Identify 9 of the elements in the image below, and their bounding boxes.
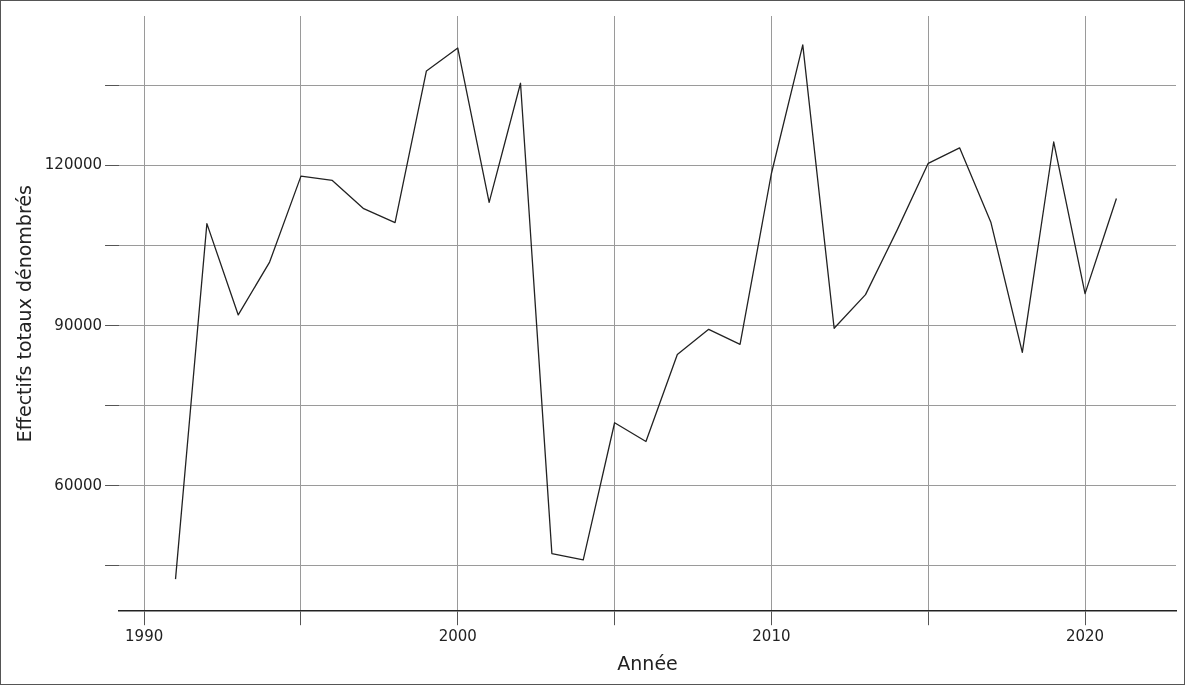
- y-tick-label: 60000: [54, 475, 103, 494]
- x-tick-label: 1990: [125, 627, 164, 646]
- x-tick-label: 2010: [752, 627, 791, 646]
- x-axis-title: Année: [617, 651, 678, 674]
- x-tick-label: 2020: [1065, 627, 1105, 646]
- y-axis-title: Effectifs totaux dénombrés: [13, 185, 36, 443]
- x-tick-label: 2000: [438, 627, 477, 646]
- y-tick-label: 90000: [54, 315, 103, 334]
- y-tick-label: 120000: [44, 155, 103, 174]
